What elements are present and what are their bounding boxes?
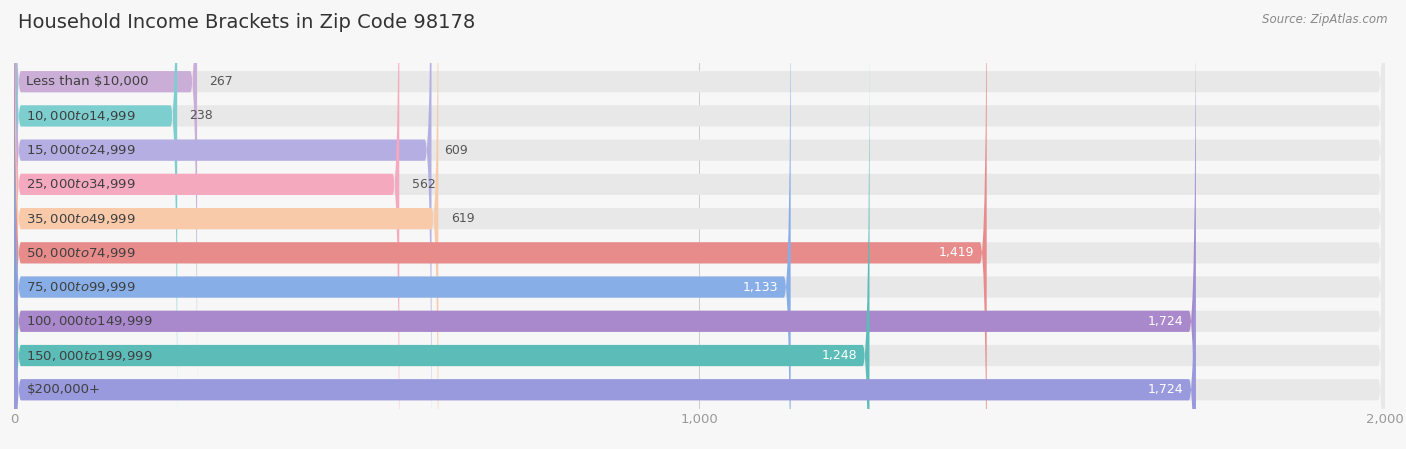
- Text: $100,000 to $149,999: $100,000 to $149,999: [27, 314, 153, 328]
- Text: $25,000 to $34,999: $25,000 to $34,999: [27, 177, 136, 191]
- FancyBboxPatch shape: [14, 0, 399, 449]
- FancyBboxPatch shape: [14, 0, 1385, 449]
- Text: Household Income Brackets in Zip Code 98178: Household Income Brackets in Zip Code 98…: [18, 13, 475, 32]
- Text: 1,724: 1,724: [1147, 383, 1184, 396]
- Text: 238: 238: [190, 110, 214, 123]
- FancyBboxPatch shape: [14, 0, 790, 449]
- FancyBboxPatch shape: [14, 0, 1385, 414]
- FancyBboxPatch shape: [14, 0, 1385, 449]
- Text: $15,000 to $24,999: $15,000 to $24,999: [27, 143, 136, 157]
- FancyBboxPatch shape: [14, 0, 1385, 449]
- FancyBboxPatch shape: [14, 0, 1385, 449]
- FancyBboxPatch shape: [14, 58, 1195, 449]
- FancyBboxPatch shape: [14, 58, 1385, 449]
- Text: $50,000 to $74,999: $50,000 to $74,999: [27, 246, 136, 260]
- Text: $150,000 to $199,999: $150,000 to $199,999: [27, 348, 153, 362]
- Text: 1,724: 1,724: [1147, 315, 1184, 328]
- Text: Less than $10,000: Less than $10,000: [27, 75, 149, 88]
- Text: 609: 609: [444, 144, 468, 157]
- Text: 562: 562: [412, 178, 436, 191]
- FancyBboxPatch shape: [14, 0, 1195, 449]
- Text: 267: 267: [209, 75, 233, 88]
- FancyBboxPatch shape: [14, 0, 987, 449]
- FancyBboxPatch shape: [14, 24, 1385, 449]
- FancyBboxPatch shape: [14, 0, 1385, 449]
- FancyBboxPatch shape: [14, 0, 197, 414]
- Text: 1,419: 1,419: [939, 247, 974, 260]
- Text: $10,000 to $14,999: $10,000 to $14,999: [27, 109, 136, 123]
- FancyBboxPatch shape: [14, 24, 869, 449]
- Text: $35,000 to $49,999: $35,000 to $49,999: [27, 211, 136, 225]
- FancyBboxPatch shape: [14, 0, 177, 448]
- FancyBboxPatch shape: [14, 0, 439, 449]
- Text: Source: ZipAtlas.com: Source: ZipAtlas.com: [1263, 13, 1388, 26]
- Text: $200,000+: $200,000+: [27, 383, 100, 396]
- Text: 1,133: 1,133: [742, 281, 779, 294]
- Text: 1,248: 1,248: [821, 349, 858, 362]
- Text: 619: 619: [451, 212, 474, 225]
- FancyBboxPatch shape: [14, 0, 432, 449]
- FancyBboxPatch shape: [14, 0, 1385, 448]
- FancyBboxPatch shape: [14, 0, 1385, 449]
- Text: $75,000 to $99,999: $75,000 to $99,999: [27, 280, 136, 294]
